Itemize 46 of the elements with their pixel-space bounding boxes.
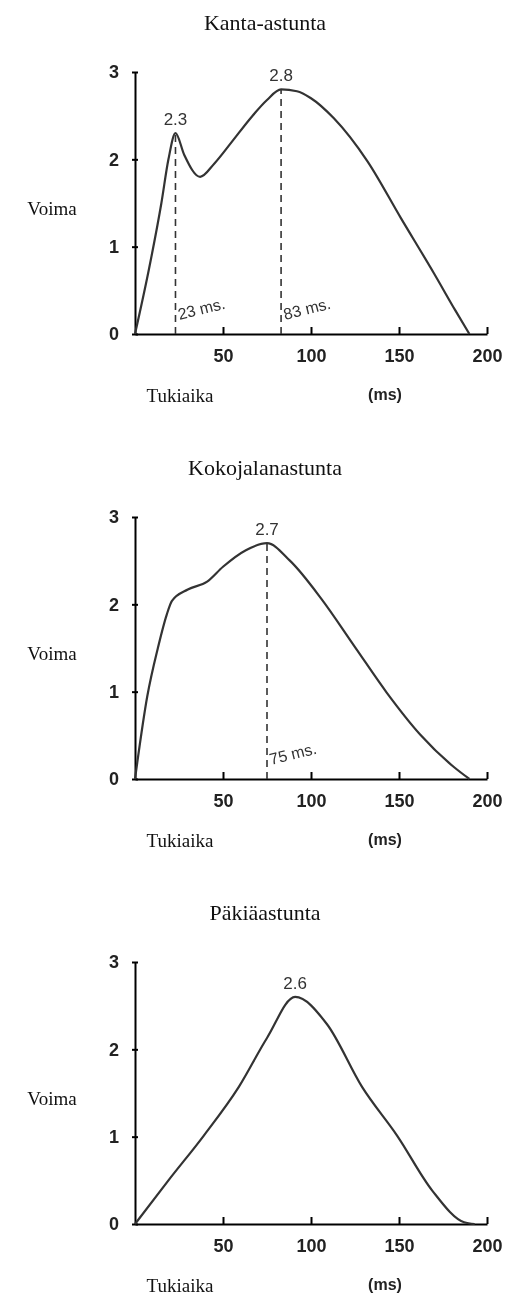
x-axis-title: Tukiaika: [146, 385, 214, 406]
y-tick-label: 3: [108, 62, 119, 83]
x-tick-label: 50: [213, 1235, 234, 1256]
annotation: 2.3: [163, 110, 188, 130]
y-tick-label: 2: [108, 594, 119, 615]
line-series: [133, 88, 471, 336]
ref-line-label: 23 ms.: [176, 294, 227, 323]
x-tick-label: 200: [472, 790, 503, 811]
y-axis-title: Voima: [27, 1088, 78, 1109]
x-tick-label: 50: [213, 345, 234, 366]
chart-title: Kanta-astunta: [203, 10, 327, 35]
x-axis-title: Tukiaika: [146, 1275, 214, 1296]
y-tick-label: 0: [108, 324, 119, 345]
text: (ms): [368, 831, 402, 848]
x-axis-title: Tukiaika: [146, 830, 214, 851]
annotation: 2.6: [283, 973, 307, 993]
y-tick-label: 1: [108, 681, 119, 702]
line-series: [133, 995, 476, 1226]
ref-line-label: 75 ms.: [267, 739, 319, 768]
x-tick-label: 150: [384, 790, 415, 811]
line-series: [133, 542, 471, 781]
chart-title: Kokojalanastunta: [188, 455, 343, 480]
x-tick-label: 100: [296, 1235, 327, 1256]
y-axis-title: Voima: [27, 198, 78, 219]
x-tick-label: 100: [296, 790, 327, 811]
y-tick-label: 2: [108, 149, 119, 170]
x-tick-label: 100: [296, 345, 327, 366]
x-tick-label: 150: [384, 1235, 415, 1256]
y-tick-label: 3: [108, 952, 119, 973]
y-tick-label: 1: [108, 1126, 119, 1147]
y-tick-label: 1: [108, 236, 119, 257]
ref-line-label: 83 ms.: [281, 294, 333, 323]
text: (ms): [368, 386, 402, 403]
annotation: 2.7: [255, 520, 279, 540]
text: (ms): [368, 1276, 402, 1293]
x-tick-label: 150: [384, 345, 415, 366]
x-tick-label: 200: [472, 345, 503, 366]
x-tick-label: 200: [472, 1235, 503, 1256]
y-tick-label: 0: [108, 1214, 119, 1235]
chart-title: Päkiäastunta: [209, 900, 321, 925]
y-tick-label: 0: [108, 769, 119, 790]
x-tick-label: 50: [213, 790, 234, 811]
annotation: 2.8: [269, 66, 293, 86]
y-axis-title: Voima: [27, 643, 78, 664]
y-tick-label: 2: [108, 1039, 119, 1060]
y-tick-label: 3: [108, 507, 119, 528]
